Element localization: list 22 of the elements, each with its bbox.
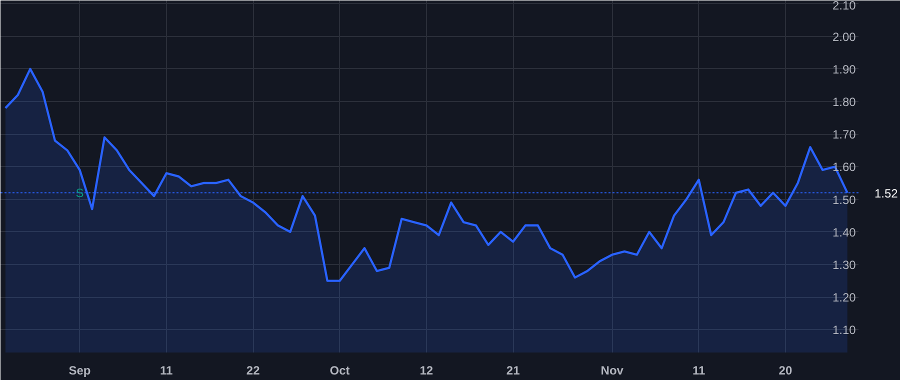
x-tick-label: 11 xyxy=(692,364,706,378)
x-tick-label: 11 xyxy=(160,364,174,378)
x-tick-label: Sep xyxy=(68,364,91,378)
y-tick-label: 1.30 xyxy=(832,258,856,272)
y-tick-label: 1.70 xyxy=(832,128,856,142)
annotation: S xyxy=(76,186,84,200)
y-tick-label: 1.80 xyxy=(832,95,856,110)
y-tick-label: 1.90 xyxy=(832,62,856,76)
y-tick-label: 2.10 xyxy=(832,0,856,12)
x-tick-label: 12 xyxy=(420,364,434,378)
y-tick-label: 1.60 xyxy=(832,160,856,174)
y-tick-label: 1.20 xyxy=(832,290,856,305)
y-tick-label: 2.00 xyxy=(832,30,856,44)
x-tick-label: Oct xyxy=(330,364,350,378)
x-tick-label: 22 xyxy=(246,364,260,378)
x-tick-label: 21 xyxy=(506,364,520,378)
x-tick-label: Nov xyxy=(600,364,624,378)
y-tick-label: 1.50 xyxy=(832,192,856,207)
y-tick-label: 1.40 xyxy=(832,225,856,240)
y-tick-label: 1.10 xyxy=(832,323,856,338)
ref-line-label: 1.52 xyxy=(874,186,898,200)
x-tick-label: 20 xyxy=(778,364,792,378)
